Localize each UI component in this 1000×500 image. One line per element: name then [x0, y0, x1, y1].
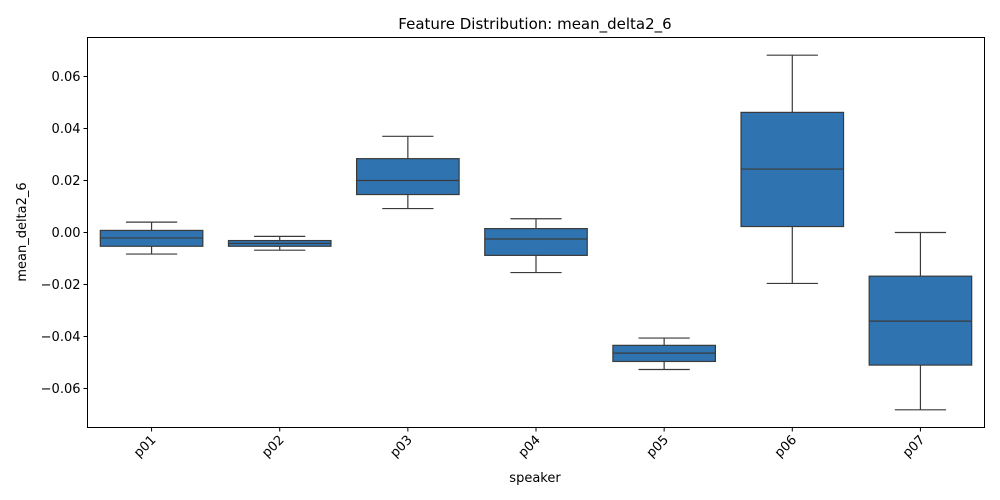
box-group-p04	[484, 218, 588, 274]
y-tick-label: −0.04	[41, 330, 81, 345]
box-group-p01	[99, 221, 204, 255]
x-tick-label: p03	[388, 433, 416, 461]
iqr-box	[484, 228, 588, 256]
x-axis-title: speaker	[509, 471, 561, 486]
x-tick-label: p07	[900, 433, 928, 461]
y-tick-label: 0.02	[52, 174, 81, 189]
chart-title: Feature Distribution: mean_delta2_6	[398, 15, 671, 34]
box-group-p06	[740, 54, 845, 285]
x-tick-label: p05	[644, 433, 672, 461]
x-tick-label: p04	[516, 433, 544, 461]
x-axis: p01 p02 p03 p04 p05 p06 p07	[131, 427, 928, 461]
iqr-box	[356, 158, 460, 196]
y-axis: −0.06 −0.04 −0.02 0.00 0.02 0.04 0.06	[41, 70, 88, 397]
x-tick-label: p06	[772, 433, 800, 461]
y-tick-label: 0.00	[52, 226, 81, 241]
y-tick-label: 0.04	[52, 122, 81, 137]
x-tick-label: p02	[259, 433, 287, 461]
y-tick-label: −0.02	[41, 278, 81, 293]
box-group-p07	[868, 231, 973, 411]
y-tick-label: 0.06	[52, 70, 81, 85]
box-group-p03	[356, 135, 460, 210]
y-axis-title: mean_delta2_6	[15, 182, 30, 281]
box-group-p02	[227, 235, 332, 251]
y-tick-label: −0.06	[41, 382, 81, 397]
x-tick-label: p01	[131, 433, 159, 461]
box-group-p05	[612, 337, 717, 371]
